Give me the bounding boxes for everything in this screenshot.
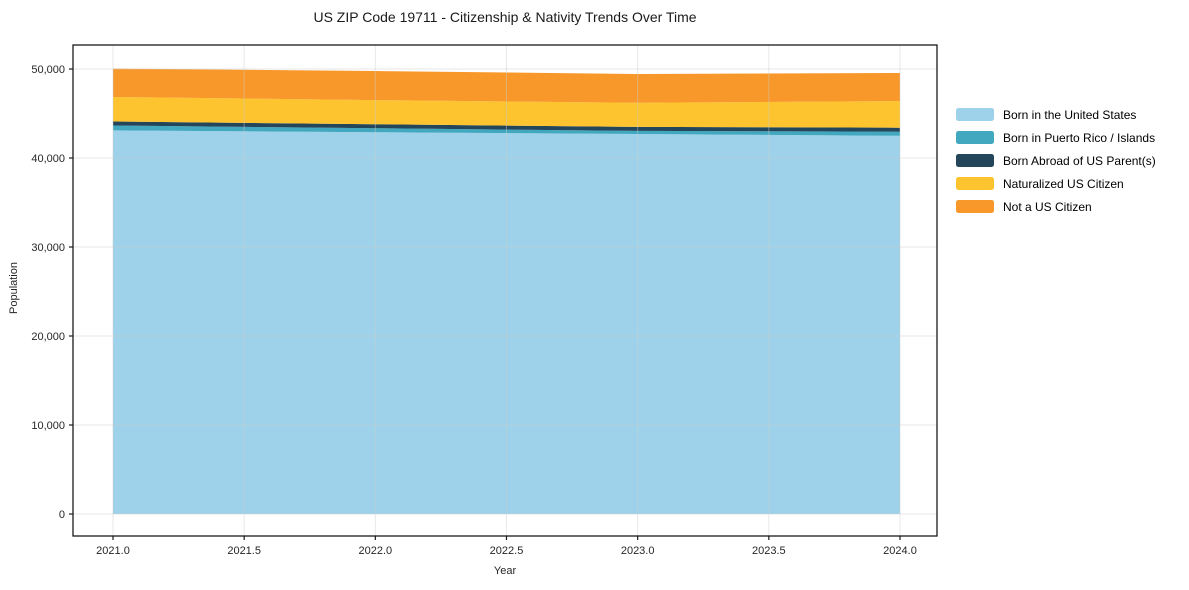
axes-frame: [72, 44, 938, 537]
legend-item-4: Naturalized US Citizen: [956, 172, 1156, 195]
x-tick-label: 2023.0: [621, 545, 655, 557]
y-tick-label: 20,000: [31, 331, 65, 343]
legend-swatch: [956, 131, 994, 144]
x-axis-label: Year: [493, 565, 517, 577]
legend-item-5: Not a US Citizen: [956, 195, 1156, 218]
y-axis-label: Population: [8, 262, 20, 314]
legend-label: Born in Puerto Rico / Islands: [1003, 130, 1156, 145]
legend-swatch: [956, 177, 994, 190]
legend-swatch: [956, 200, 994, 213]
chart-title: US ZIP Code 19711 - Citizenship & Nativi…: [313, 9, 697, 25]
x-tick-label: 2022.0: [359, 545, 393, 557]
y-tick-label: 30,000: [31, 242, 65, 254]
legend: Born in the United States Born in Puerto …: [956, 103, 1156, 218]
y-tick-label: 50,000: [31, 64, 65, 76]
x-tick-label: 2021.0: [96, 545, 130, 557]
y-tick-label: 0: [59, 509, 65, 521]
y-tick-label: 40,000: [31, 153, 65, 165]
x-tick-label: 2024.0: [883, 545, 917, 557]
x-tick-label: 2021.5: [227, 545, 261, 557]
area-series-1: [113, 130, 900, 514]
legend-label: Not a US Citizen: [1003, 199, 1092, 214]
legend-label: Naturalized US Citizen: [1003, 176, 1124, 191]
legend-item-1: Born in the United States: [956, 103, 1156, 126]
legend-label: Born in the United States: [1003, 107, 1137, 122]
legend-item-3: Born Abroad of US Parent(s): [956, 149, 1156, 172]
area-series-4: [113, 97, 900, 128]
x-tick-label: 2022.5: [490, 545, 524, 557]
area-series-2: [113, 125, 900, 136]
area-series-3: [113, 121, 900, 132]
x-tick-label: 2023.5: [752, 545, 786, 557]
legend-label: Born Abroad of US Parent(s): [1003, 153, 1156, 168]
legend-swatch: [956, 108, 994, 121]
legend-item-2: Born in Puerto Rico / Islands: [956, 126, 1156, 149]
area-series-5: [113, 68, 900, 103]
y-tick-label: 10,000: [31, 420, 65, 432]
legend-swatch: [956, 154, 994, 167]
